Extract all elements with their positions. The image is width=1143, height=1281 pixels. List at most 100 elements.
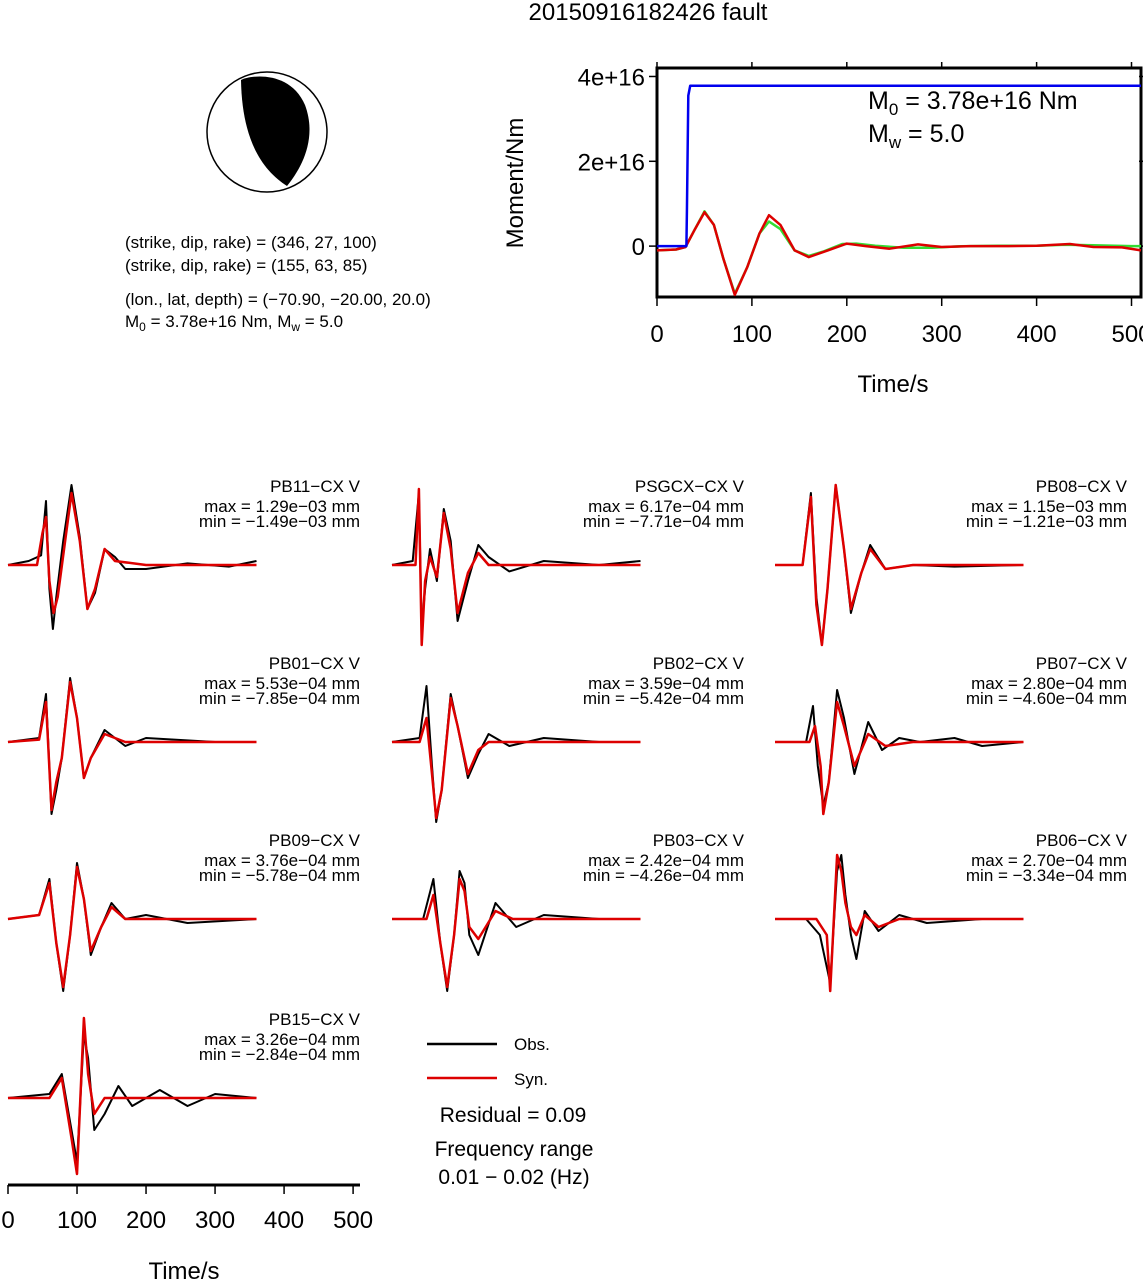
- moment-panel-series: [656, 84, 1142, 297]
- waveform-time-axis: Time/s 0 100 200 300 400 500: [1, 1183, 373, 1281]
- station-name: PB06−CX V: [1036, 831, 1128, 850]
- station-min: min = −4.60e−04 mm: [966, 689, 1127, 708]
- synthetic-trace: [775, 853, 1024, 993]
- station-max: max = 1.29e−03 mm: [204, 497, 360, 516]
- station-name: PB03−CX V: [653, 831, 745, 850]
- mw-annotation-sub: w: [888, 133, 902, 152]
- m0-annotation-value: = 3.78e+16 Nm: [898, 87, 1077, 115]
- moment-summary-text: M0 = 3.78e+16 Nm, Mw = 5.0: [125, 312, 343, 334]
- synthetic-trace: [392, 487, 641, 647]
- figure-title: 20150916182426 fault: [529, 0, 768, 26]
- moment-panel-xlabel: Time/s: [857, 371, 928, 398]
- moment-summary-sub0: 0: [139, 320, 146, 334]
- station-min: min = −5.42e−04 mm: [583, 689, 744, 708]
- synthetic-trace: [775, 483, 1024, 647]
- station-min: min = −1.49e−03 mm: [199, 512, 360, 531]
- station-min: min = −5.78e−04 mm: [199, 866, 360, 885]
- moment-series-line: [656, 210, 1142, 297]
- station-min: min = −1.21e−03 mm: [966, 512, 1127, 531]
- moment-x-tick-label: 100: [732, 321, 772, 348]
- station-max: max = 3.76e−04 mm: [204, 851, 360, 870]
- station-max: max = 1.15e−03 mm: [971, 497, 1127, 516]
- moment-summary-mid: = 3.78e+16 Nm, M: [146, 312, 292, 331]
- synthetic-trace: [392, 877, 641, 989]
- waveform-x-tick-label: 100: [57, 1207, 97, 1234]
- beachball-compressional-quadrant: [241, 76, 310, 186]
- moment-summary-m: M: [125, 312, 139, 331]
- legend-syn-label: Syn.: [514, 1070, 548, 1089]
- location-text: (lon., lat, depth) = (−70.90, −20.00, 20…: [125, 290, 431, 309]
- moment-series-line: [657, 84, 1141, 248]
- waveform-x-tick-label: 400: [264, 1207, 304, 1234]
- moment-summary-end: = 5.0: [300, 312, 343, 331]
- station-min: min = −7.71e−04 mm: [583, 512, 744, 531]
- synthetic-trace: [8, 1016, 257, 1176]
- frequency-range-value: 0.01 − 0.02 (Hz): [438, 1166, 589, 1189]
- focal-mechanism-beachball: [206, 71, 328, 193]
- waveform-axis-xlabel: Time/s: [148, 1258, 219, 1281]
- synthetic-trace: [392, 696, 641, 820]
- station-name: PB01−CX V: [269, 654, 361, 673]
- station-min: min = −7.85e−04 mm: [199, 689, 360, 708]
- mw-annotation-value: = 5.0: [901, 120, 964, 148]
- moment-x-tick-label: 500: [1111, 321, 1143, 348]
- moment-panel-ylabel: Moment/Nm: [502, 118, 529, 249]
- waveform-x-tick-label: 300: [195, 1207, 235, 1234]
- observed-trace: [392, 870, 641, 992]
- station-min: min = −2.84e−04 mm: [199, 1045, 360, 1064]
- station-name: PB09−CX V: [269, 831, 361, 850]
- waveform-x-tick-label: 200: [126, 1207, 166, 1234]
- station-max: max = 5.53e−04 mm: [204, 674, 360, 693]
- source-parameters: (strike, dip, rake) = (346, 27, 100) (st…: [125, 233, 431, 334]
- mw-annotation-m: M: [868, 120, 889, 148]
- moment-y-tick-label: 4e+16: [578, 64, 645, 91]
- m0-annotation: M0 = 3.78e+16 Nm: [868, 87, 1078, 119]
- station-max: max = 2.80e−04 mm: [971, 674, 1127, 693]
- station-min: min = −4.26e−04 mm: [583, 866, 744, 885]
- moment-x-tick-label: 300: [922, 321, 962, 348]
- station-name: PB08−CX V: [1036, 477, 1128, 496]
- station-name: PB07−CX V: [1036, 654, 1128, 673]
- moment-y-tick-label: 2e+16: [578, 149, 645, 176]
- moment-x-tick-label: 0: [650, 321, 663, 348]
- waveform-x-tick-label: 0: [1, 1207, 14, 1234]
- station-max: max = 3.26e−04 mm: [204, 1030, 360, 1049]
- station-max: max = 2.70e−04 mm: [971, 851, 1127, 870]
- moment-x-tick-label: 400: [1017, 321, 1057, 348]
- waveform-x-tick-label: 500: [333, 1207, 373, 1234]
- station-name: PB15−CX V: [269, 1010, 361, 1029]
- residual-text: Residual = 0.09: [440, 1104, 587, 1127]
- moment-panel-frame: [655, 66, 1143, 299]
- station-max: max = 3.59e−04 mm: [588, 674, 744, 693]
- legend: Obs. Syn. Residual = 0.09 Frequency rang…: [427, 1035, 593, 1189]
- station-name: PB02−CX V: [653, 654, 745, 673]
- moment-panel-axes: 0 100 200 300 400 500 0 2e+16 4e+16: [578, 62, 1143, 348]
- m0-annotation-sub: 0: [889, 100, 898, 119]
- synthetic-trace: [7, 680, 257, 812]
- station-max: max = 2.42e−04 mm: [588, 851, 744, 870]
- frequency-range-label: Frequency range: [435, 1138, 594, 1161]
- station-name: PSGCX−CX V: [635, 477, 745, 496]
- station-min: min = −3.34e−04 mm: [966, 866, 1127, 885]
- nodal-plane-1-text: (strike, dip, rake) = (346, 27, 100): [125, 233, 377, 252]
- moment-summary-subw: w: [290, 320, 300, 334]
- m0-annotation-m: M: [868, 87, 889, 115]
- synthetic-trace: [8, 491, 257, 615]
- moment-x-tick-label: 200: [827, 321, 867, 348]
- mw-annotation: Mw = 5.0: [868, 120, 964, 152]
- synthetic-trace: [775, 700, 1024, 816]
- observed-trace: [775, 854, 1024, 984]
- station-name: PB11−CX V: [270, 477, 361, 496]
- moment-function-panel: 0 100 200 300 400 500 0 2e+16 4e+16 M0 = 3.78e+1…: [502, 62, 1143, 398]
